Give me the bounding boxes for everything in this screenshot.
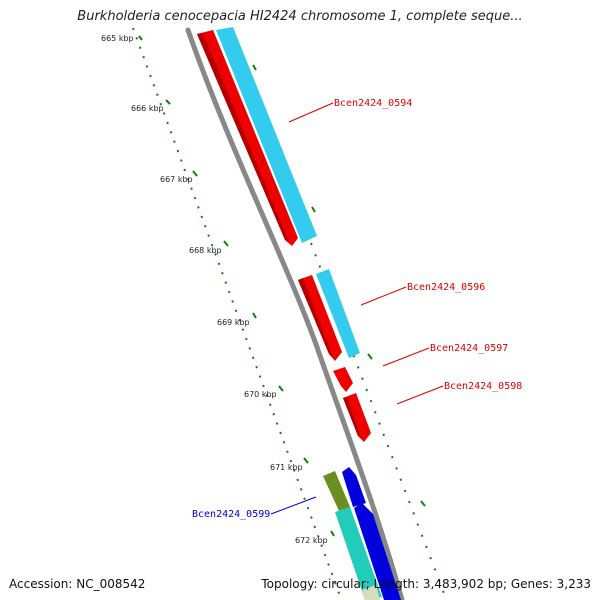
gene-label[interactable]: Bcen2424_0597	[430, 343, 508, 354]
tick-label: 669 kbp	[217, 318, 250, 327]
callout-lines	[270, 102, 444, 515]
gene-bcen2424-0597[interactable]	[333, 367, 353, 392]
topology-summary: Topology: circular; Length: 3,483,902 bp…	[261, 577, 591, 591]
tick-label: 666 kbp	[131, 104, 164, 113]
tick-label: 671 kbp	[270, 463, 303, 472]
sequence-backbone	[185, 27, 405, 600]
tick-label: 668 kbp	[189, 246, 222, 255]
gene-bcen2424-0599[interactable]	[342, 467, 366, 507]
tick-label: 667 kbp	[160, 175, 193, 184]
gene-bcen2424-0594[interactable]	[197, 30, 298, 246]
gene-label[interactable]: Bcen2424_0599	[192, 509, 270, 520]
gene-cyan-upper	[216, 27, 317, 243]
tick-label: 665 kbp	[101, 34, 134, 43]
gene-bcen2424-0598[interactable]	[343, 393, 371, 442]
gene-bcen2424-0596[interactable]	[298, 275, 342, 361]
gene-cyan-middle	[316, 269, 360, 358]
tick-label: 672 kbp	[295, 536, 328, 545]
tick-track-left	[132, 27, 341, 597]
tick-track-right	[229, 29, 446, 597]
major-ticks	[138, 35, 426, 537]
gene-blue-lower	[354, 503, 401, 600]
gene-label[interactable]: Bcen2424_0594	[334, 98, 412, 109]
tick-label: 670 kbp	[244, 390, 277, 399]
gene-label[interactable]: Bcen2424_0596	[407, 282, 485, 293]
gene-label[interactable]: Bcen2424_0598	[444, 381, 522, 392]
gene-pale-tail	[362, 585, 380, 600]
tick-labels: 665 kbp 666 kbp 667 kbp 668 kbp 669 kbp …	[101, 34, 328, 545]
accession-text: Accession: NC_008542	[9, 577, 146, 591]
gene-teal	[335, 507, 382, 600]
map-title: Burkholderia cenocepacia HI2424 chromoso…	[77, 9, 523, 24]
gene-olive	[323, 471, 350, 511]
